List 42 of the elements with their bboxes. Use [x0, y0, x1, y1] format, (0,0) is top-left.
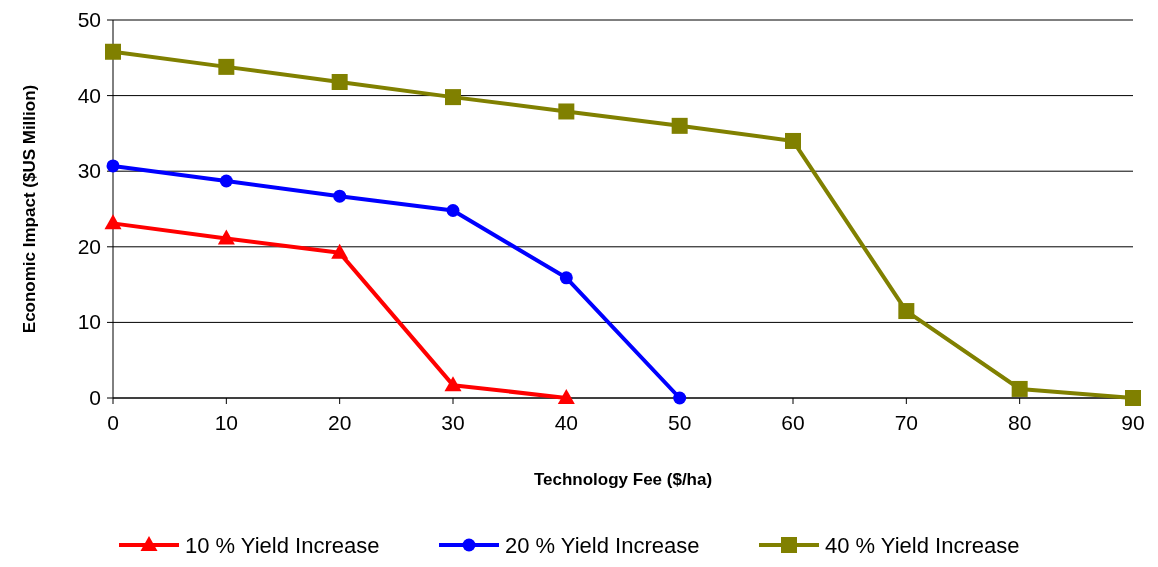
point: [331, 73, 348, 90]
point: [105, 43, 121, 60]
legend-label: 20 % Yield Increase: [505, 533, 700, 558]
point: [558, 103, 575, 120]
point: [446, 204, 460, 218]
point: [106, 159, 120, 173]
point: [559, 271, 573, 285]
point: [444, 376, 462, 392]
y-tick-label: 50: [77, 8, 101, 31]
x-tick-label: 10: [214, 411, 239, 434]
x-tick-label: 50: [667, 411, 692, 434]
legend-label: 40 % Yield Increase: [825, 533, 1020, 558]
y-tick-label: 20: [77, 234, 101, 258]
point: [218, 58, 235, 75]
point: [557, 389, 575, 404]
x-tick-label: 90: [1121, 411, 1145, 434]
y-axis-title: Economic Impact ($US Million): [20, 84, 39, 334]
x-axis-title: Technology Fee ($/ha): [533, 470, 713, 489]
x-tick-label: 60: [781, 411, 805, 434]
point: [1011, 380, 1028, 397]
x-tick-label: 80: [1007, 411, 1032, 434]
point: [445, 89, 461, 106]
x-tick-label: 70: [894, 411, 919, 434]
point: [671, 117, 688, 134]
y-tick-label: 40: [77, 83, 101, 107]
point: [333, 189, 347, 203]
point: [785, 132, 801, 149]
point: [331, 243, 349, 259]
legend-label: 10 % Yield Increase: [185, 533, 380, 558]
y-tick-label: 30: [77, 159, 101, 183]
y-tick-label: 0: [89, 386, 101, 409]
point: [1125, 390, 1141, 406]
y-tick-label: 10: [77, 310, 101, 334]
x-tick-label: 20: [327, 411, 352, 434]
x-tick-label: 30: [441, 411, 465, 434]
x-tick-label: 40: [554, 411, 579, 434]
point: [219, 174, 233, 188]
x-tick-label: 0: [107, 411, 119, 434]
point: [898, 303, 915, 320]
point: [673, 391, 687, 405]
point: [104, 214, 122, 230]
point: [217, 229, 235, 245]
